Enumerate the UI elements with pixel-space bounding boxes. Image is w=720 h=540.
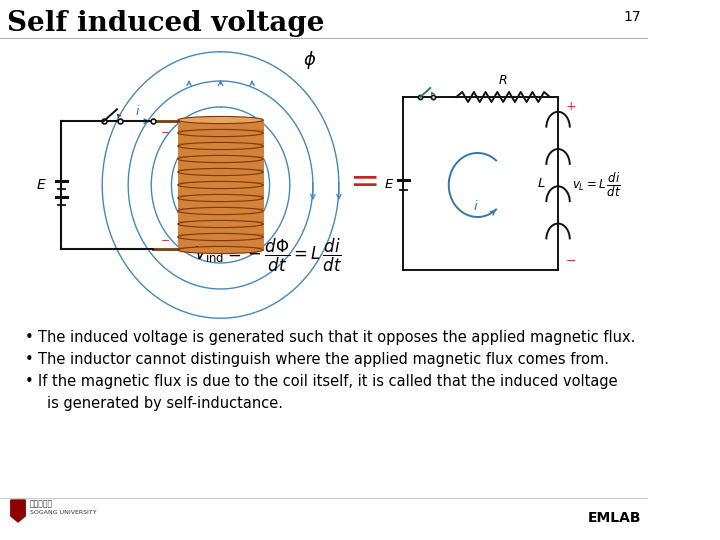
Text: •: • — [25, 374, 34, 389]
Ellipse shape — [178, 130, 264, 137]
Ellipse shape — [178, 207, 264, 214]
Text: $+$: $+$ — [565, 100, 577, 113]
Text: $v_L = L\,\dfrac{di}{dt}$: $v_L = L\,\dfrac{di}{dt}$ — [572, 171, 621, 199]
Ellipse shape — [178, 233, 264, 241]
Text: $\phi$: $\phi$ — [303, 49, 316, 71]
Text: $-$: $-$ — [160, 126, 170, 136]
Text: $i$: $i$ — [473, 199, 479, 213]
Polygon shape — [11, 500, 25, 522]
Text: 서강대학교: 서강대학교 — [30, 500, 53, 509]
Text: •: • — [25, 330, 34, 345]
Text: If the magnetic flux is due to the coil itself, it is called that the induced vo: If the magnetic flux is due to the coil … — [38, 374, 618, 389]
Text: •: • — [25, 352, 34, 367]
Ellipse shape — [178, 117, 264, 124]
Ellipse shape — [178, 168, 264, 176]
Text: $-$: $-$ — [160, 234, 170, 244]
Text: The induced voltage is generated such that it opposes the applied magnetic flux.: The induced voltage is generated such th… — [38, 330, 635, 345]
Text: IBS: IBS — [13, 508, 23, 512]
Text: $E$: $E$ — [36, 178, 47, 192]
Text: $V_{\mathrm{ind}} = -\dfrac{d\Phi}{dt} = L\,\dfrac{di}{dt}$: $V_{\mathrm{ind}} = -\dfrac{d\Phi}{dt} =… — [194, 237, 342, 274]
Text: $E$: $E$ — [384, 179, 395, 192]
Ellipse shape — [178, 181, 264, 188]
Ellipse shape — [178, 143, 264, 150]
Ellipse shape — [178, 194, 264, 201]
Text: Self induced voltage: Self induced voltage — [7, 10, 325, 37]
Text: The inductor cannot distinguish where the applied magnetic flux comes from.: The inductor cannot distinguish where th… — [38, 352, 609, 367]
Text: $-$: $-$ — [565, 253, 577, 267]
Text: $L$: $L$ — [537, 177, 546, 190]
Text: 17: 17 — [624, 10, 641, 24]
Bar — [179, 120, 264, 250]
Text: $i$: $i$ — [135, 104, 140, 118]
Ellipse shape — [178, 246, 264, 254]
Text: EMLAB: EMLAB — [588, 511, 641, 525]
Ellipse shape — [178, 220, 264, 227]
Text: is generated by self-inductance.: is generated by self-inductance. — [47, 396, 283, 411]
Ellipse shape — [178, 156, 264, 163]
Text: $R$: $R$ — [498, 74, 508, 87]
Text: SOGANG UNIVERSITY: SOGANG UNIVERSITY — [30, 510, 96, 515]
Text: $=$: $=$ — [342, 163, 378, 197]
